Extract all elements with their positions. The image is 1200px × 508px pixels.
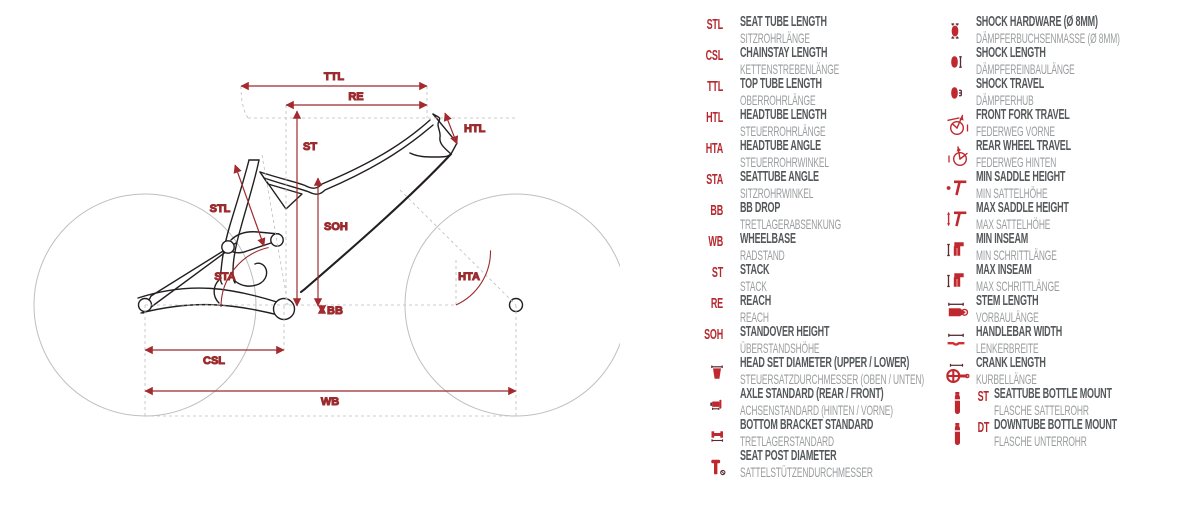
- svg-text:WB: WB: [321, 396, 339, 408]
- svg-text:SOH: SOH: [324, 221, 348, 233]
- svg-text:STA: STA: [214, 271, 235, 283]
- svg-text:HTL: HTL: [464, 123, 486, 135]
- svg-text:ST: ST: [303, 141, 317, 153]
- svg-text:HTA: HTA: [458, 271, 480, 283]
- svg-text:BB: BB: [327, 305, 343, 317]
- svg-text:TTL: TTL: [324, 71, 344, 83]
- svg-text:STL: STL: [210, 203, 231, 215]
- svg-text:CSL: CSL: [203, 355, 225, 367]
- svg-text:RE: RE: [348, 91, 363, 103]
